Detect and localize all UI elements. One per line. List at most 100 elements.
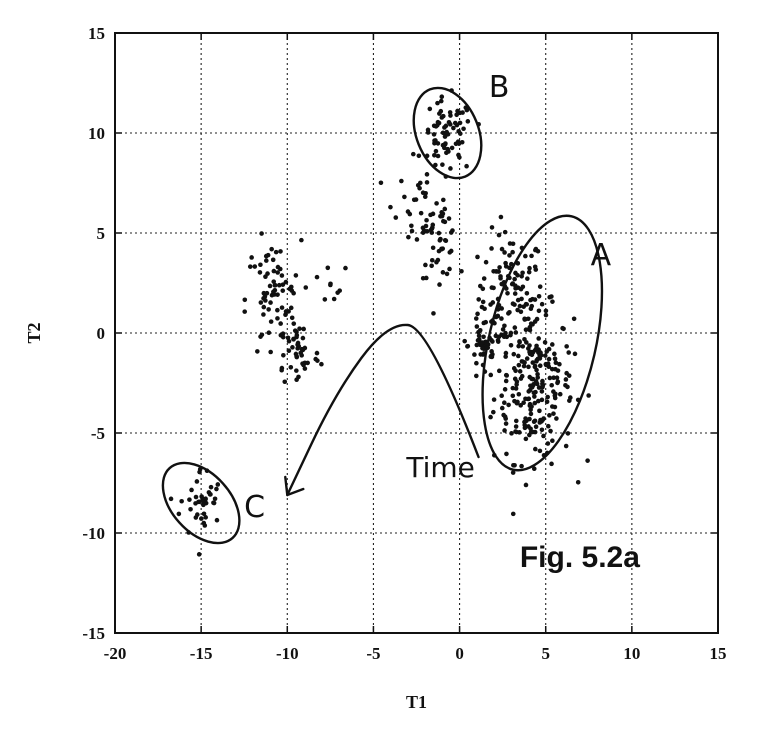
data-point: [193, 501, 198, 506]
data-point: [526, 389, 532, 394]
data-point: [496, 368, 502, 374]
data-point: [288, 305, 294, 311]
data-point: [440, 162, 445, 167]
data-point: [409, 223, 414, 229]
data-point: [539, 427, 545, 433]
data-point: [516, 391, 522, 397]
x-tick-label: -15: [190, 644, 213, 663]
data-point: [282, 379, 288, 385]
data-point: [585, 458, 590, 463]
data-point: [521, 400, 526, 405]
data-point: [247, 264, 253, 269]
data-point: [269, 246, 274, 252]
data-point: [539, 389, 545, 394]
data-point: [474, 373, 479, 379]
data-point: [263, 298, 268, 303]
data-point: [527, 265, 532, 271]
data-point: [263, 274, 268, 279]
data-point: [457, 120, 463, 126]
data-point: [510, 249, 515, 255]
data-point: [439, 94, 445, 100]
data-point: [510, 470, 516, 475]
data-point: [510, 393, 516, 399]
data-point: [418, 210, 424, 216]
x-tick-label: 5: [541, 644, 550, 663]
data-point: [457, 155, 462, 160]
data-point: [189, 487, 194, 493]
y-tick-label: 15: [88, 24, 105, 43]
data-point: [427, 106, 433, 112]
data-point: [488, 414, 493, 420]
data-point: [420, 190, 426, 196]
data-point: [525, 276, 530, 281]
data-point: [465, 344, 470, 349]
y-tick-label: -15: [82, 624, 105, 643]
data-point: [331, 296, 337, 302]
data-point: [544, 349, 550, 354]
data-point: [554, 375, 560, 381]
data-point: [566, 373, 572, 378]
data-point: [549, 366, 555, 372]
data-point: [261, 304, 267, 310]
data-point: [524, 340, 529, 345]
data-point: [512, 462, 517, 468]
data-point: [507, 241, 513, 246]
data-point: [424, 229, 430, 234]
data-point: [522, 425, 528, 431]
data-point: [291, 321, 297, 326]
data-point: [410, 151, 416, 157]
data-point: [502, 387, 508, 392]
data-point: [553, 360, 559, 366]
data-point: [537, 363, 543, 368]
data-point: [290, 345, 295, 350]
data-point: [536, 385, 542, 390]
data-point: [476, 329, 481, 335]
data-point: [435, 100, 440, 106]
data-point: [535, 375, 541, 380]
data-point: [449, 145, 455, 151]
data-point: [343, 265, 348, 271]
data-point: [279, 305, 285, 310]
data-point: [266, 330, 272, 335]
data-point: [504, 451, 509, 457]
data-point: [450, 228, 455, 233]
data-point: [480, 299, 486, 305]
data-point: [286, 348, 292, 354]
data-point: [259, 231, 264, 236]
data-point: [441, 197, 446, 203]
data-point: [536, 336, 541, 341]
data-point: [446, 216, 452, 221]
data-point: [424, 217, 429, 223]
data-point: [325, 265, 331, 271]
data-point: [536, 308, 542, 314]
data-point: [465, 119, 471, 124]
grid-lines: [115, 33, 718, 633]
data-point: [268, 349, 273, 355]
hand-annotations: A B C Time: [161, 70, 612, 545]
data-point: [505, 290, 510, 296]
data-point: [555, 379, 561, 384]
data-point: [551, 389, 556, 394]
data-point: [378, 180, 384, 186]
data-point: [517, 303, 523, 309]
data-point: [275, 264, 281, 270]
data-point: [496, 232, 502, 238]
data-point: [280, 331, 286, 336]
data-point: [214, 486, 219, 492]
data-point: [516, 343, 521, 349]
data-point: [211, 500, 216, 506]
data-point: [523, 327, 529, 332]
data-point: [437, 111, 442, 116]
data-point: [432, 152, 437, 158]
data-point: [504, 373, 510, 378]
data-point: [281, 353, 286, 358]
data-point: [503, 330, 508, 336]
data-point: [293, 273, 299, 278]
data-point: [490, 300, 496, 305]
data-point: [499, 306, 504, 311]
data-point: [512, 283, 518, 288]
data-point: [280, 282, 286, 287]
data-point: [510, 385, 516, 391]
data-point: [547, 375, 553, 381]
data-point: [519, 274, 524, 279]
